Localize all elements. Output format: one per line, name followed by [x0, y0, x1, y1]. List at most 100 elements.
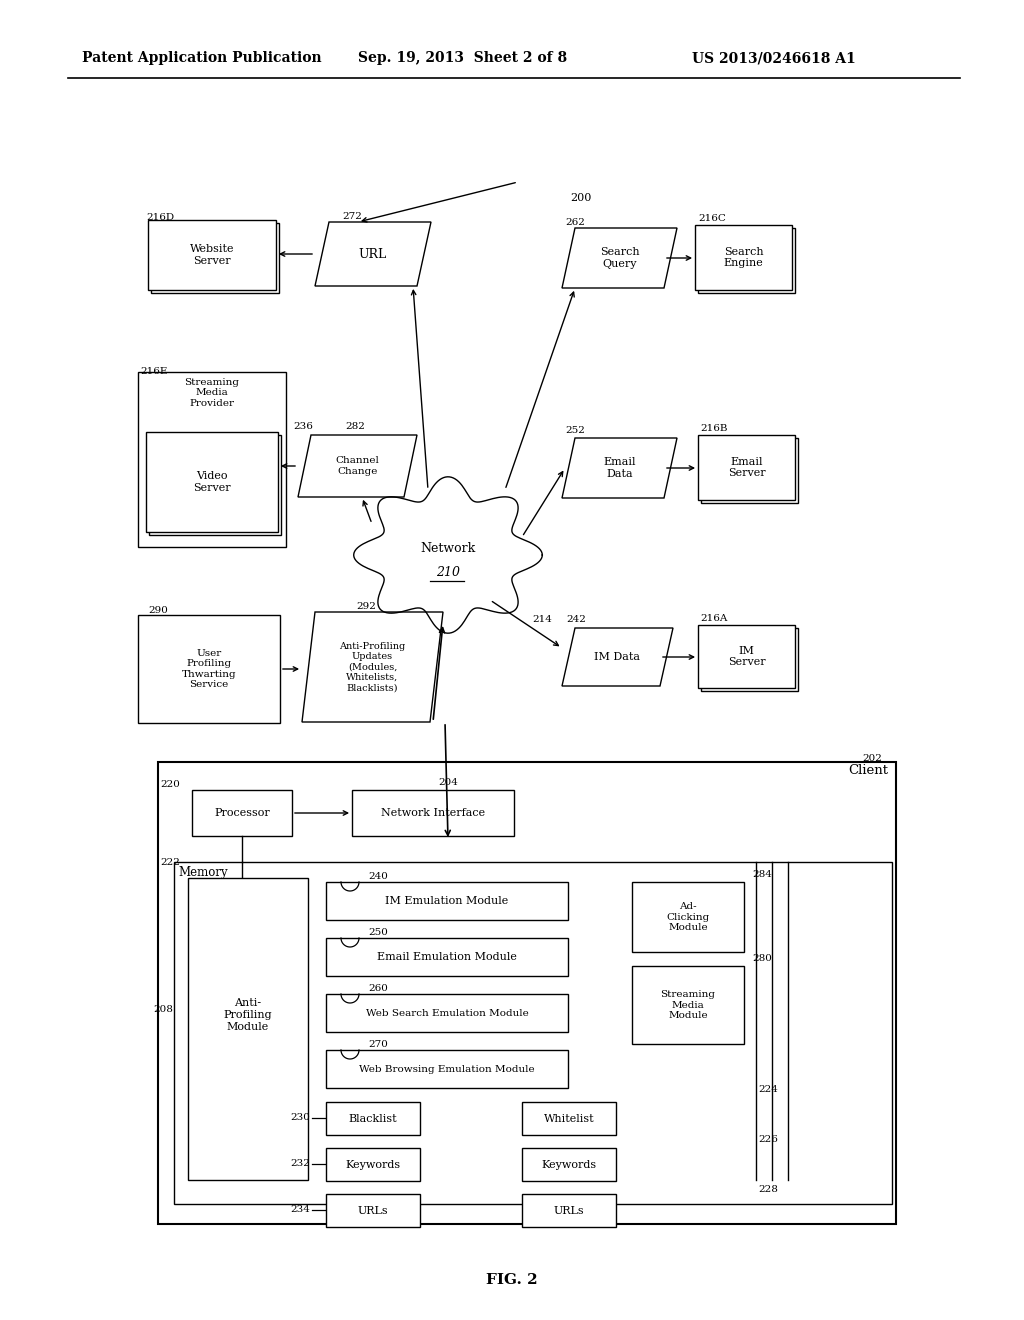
Text: Search
Query: Search Query — [600, 247, 639, 269]
Text: Ad-
Clicking
Module: Ad- Clicking Module — [667, 902, 710, 932]
Text: 208: 208 — [153, 1005, 173, 1014]
Text: Network Interface: Network Interface — [381, 808, 485, 818]
Text: Web Browsing Emulation Module: Web Browsing Emulation Module — [359, 1064, 535, 1073]
FancyBboxPatch shape — [158, 762, 896, 1224]
Text: US 2013/0246618 A1: US 2013/0246618 A1 — [692, 51, 856, 65]
FancyBboxPatch shape — [326, 994, 568, 1032]
Text: Video
Server: Video Server — [194, 471, 230, 492]
Text: Network: Network — [421, 541, 475, 554]
Text: 216C: 216C — [698, 214, 726, 223]
FancyBboxPatch shape — [174, 862, 892, 1204]
Polygon shape — [302, 612, 443, 722]
Text: FIG. 2: FIG. 2 — [486, 1272, 538, 1287]
Text: 292: 292 — [356, 602, 376, 611]
Text: 216B: 216B — [700, 424, 727, 433]
Text: 236: 236 — [293, 422, 313, 432]
Text: Email
Data: Email Data — [603, 457, 636, 479]
Text: 250: 250 — [368, 928, 388, 937]
Text: Streaming
Media
Provider: Streaming Media Provider — [184, 378, 240, 408]
FancyBboxPatch shape — [138, 615, 280, 723]
FancyBboxPatch shape — [193, 789, 292, 836]
Text: 216A: 216A — [700, 614, 727, 623]
Text: 230: 230 — [290, 1114, 310, 1122]
Text: URLs: URLs — [357, 1205, 388, 1216]
Text: Search
Engine: Search Engine — [724, 247, 763, 268]
Polygon shape — [315, 222, 431, 286]
Text: Email
Server: Email Server — [728, 457, 765, 478]
Text: Email Emulation Module: Email Emulation Module — [377, 952, 517, 962]
Text: URL: URL — [358, 248, 387, 260]
FancyBboxPatch shape — [522, 1102, 616, 1135]
FancyBboxPatch shape — [150, 436, 281, 535]
Text: Anti-
Profiling
Module: Anti- Profiling Module — [223, 998, 272, 1032]
Text: 290: 290 — [148, 606, 168, 615]
Text: Keywords: Keywords — [542, 1159, 597, 1170]
FancyBboxPatch shape — [326, 939, 568, 975]
Text: Client: Client — [848, 764, 888, 777]
Text: Website
Server: Website Server — [189, 244, 234, 265]
Text: 226: 226 — [758, 1135, 778, 1144]
Text: 216E: 216E — [140, 367, 167, 376]
Text: Sep. 19, 2013  Sheet 2 of 8: Sep. 19, 2013 Sheet 2 of 8 — [358, 51, 567, 65]
Text: Processor: Processor — [214, 808, 270, 818]
FancyBboxPatch shape — [151, 223, 279, 293]
Text: 216D: 216D — [146, 213, 174, 222]
Polygon shape — [353, 477, 543, 634]
Text: 240: 240 — [368, 873, 388, 880]
FancyBboxPatch shape — [632, 966, 744, 1044]
Text: 280: 280 — [752, 954, 772, 964]
FancyBboxPatch shape — [326, 1049, 568, 1088]
Text: Keywords: Keywords — [345, 1159, 400, 1170]
Text: 252: 252 — [565, 426, 585, 436]
FancyBboxPatch shape — [698, 624, 795, 688]
FancyBboxPatch shape — [326, 1195, 420, 1228]
Text: 232: 232 — [290, 1159, 310, 1168]
FancyBboxPatch shape — [522, 1148, 616, 1181]
Text: 242: 242 — [566, 615, 586, 624]
Text: 262: 262 — [565, 218, 585, 227]
Text: 214: 214 — [532, 615, 552, 624]
Text: 204: 204 — [438, 777, 458, 787]
Text: 200: 200 — [570, 193, 592, 203]
Text: IM Data: IM Data — [595, 652, 640, 663]
Text: IM
Server: IM Server — [728, 645, 765, 668]
Polygon shape — [562, 438, 677, 498]
Text: 222: 222 — [160, 858, 180, 867]
FancyBboxPatch shape — [188, 878, 308, 1180]
Text: 202: 202 — [862, 754, 882, 763]
FancyBboxPatch shape — [695, 224, 792, 290]
Text: 210: 210 — [436, 565, 460, 578]
Text: 270: 270 — [368, 1040, 388, 1049]
FancyBboxPatch shape — [138, 372, 286, 546]
Text: 234: 234 — [290, 1205, 310, 1214]
Text: Patent Application Publication: Patent Application Publication — [82, 51, 322, 65]
Polygon shape — [562, 628, 673, 686]
Text: 284: 284 — [752, 870, 772, 879]
Text: 220: 220 — [160, 780, 180, 789]
Text: User
Profiling
Thwarting
Service: User Profiling Thwarting Service — [181, 649, 237, 689]
FancyBboxPatch shape — [701, 628, 798, 690]
FancyBboxPatch shape — [146, 432, 278, 532]
FancyBboxPatch shape — [326, 882, 568, 920]
Text: Streaming
Media
Module: Streaming Media Module — [660, 990, 716, 1020]
Text: Anti-Profiling
Updates
(Modules,
Whitelists,
Blacklists): Anti-Profiling Updates (Modules, Whiteli… — [339, 642, 406, 692]
FancyBboxPatch shape — [632, 882, 744, 952]
Text: URLs: URLs — [554, 1205, 585, 1216]
Text: 272: 272 — [342, 213, 361, 220]
Text: 228: 228 — [758, 1185, 778, 1195]
Polygon shape — [562, 228, 677, 288]
FancyBboxPatch shape — [148, 220, 276, 290]
FancyBboxPatch shape — [698, 228, 795, 293]
FancyBboxPatch shape — [701, 438, 798, 503]
Text: IM Emulation Module: IM Emulation Module — [385, 896, 509, 906]
Text: 260: 260 — [368, 983, 388, 993]
Text: Channel
Change: Channel Change — [336, 457, 380, 475]
FancyBboxPatch shape — [522, 1195, 616, 1228]
Text: Web Search Emulation Module: Web Search Emulation Module — [366, 1008, 528, 1018]
Text: 224: 224 — [758, 1085, 778, 1094]
Text: Whitelist: Whitelist — [544, 1114, 594, 1123]
FancyBboxPatch shape — [352, 789, 514, 836]
FancyBboxPatch shape — [326, 1148, 420, 1181]
Text: Blacklist: Blacklist — [349, 1114, 397, 1123]
FancyBboxPatch shape — [698, 436, 795, 500]
